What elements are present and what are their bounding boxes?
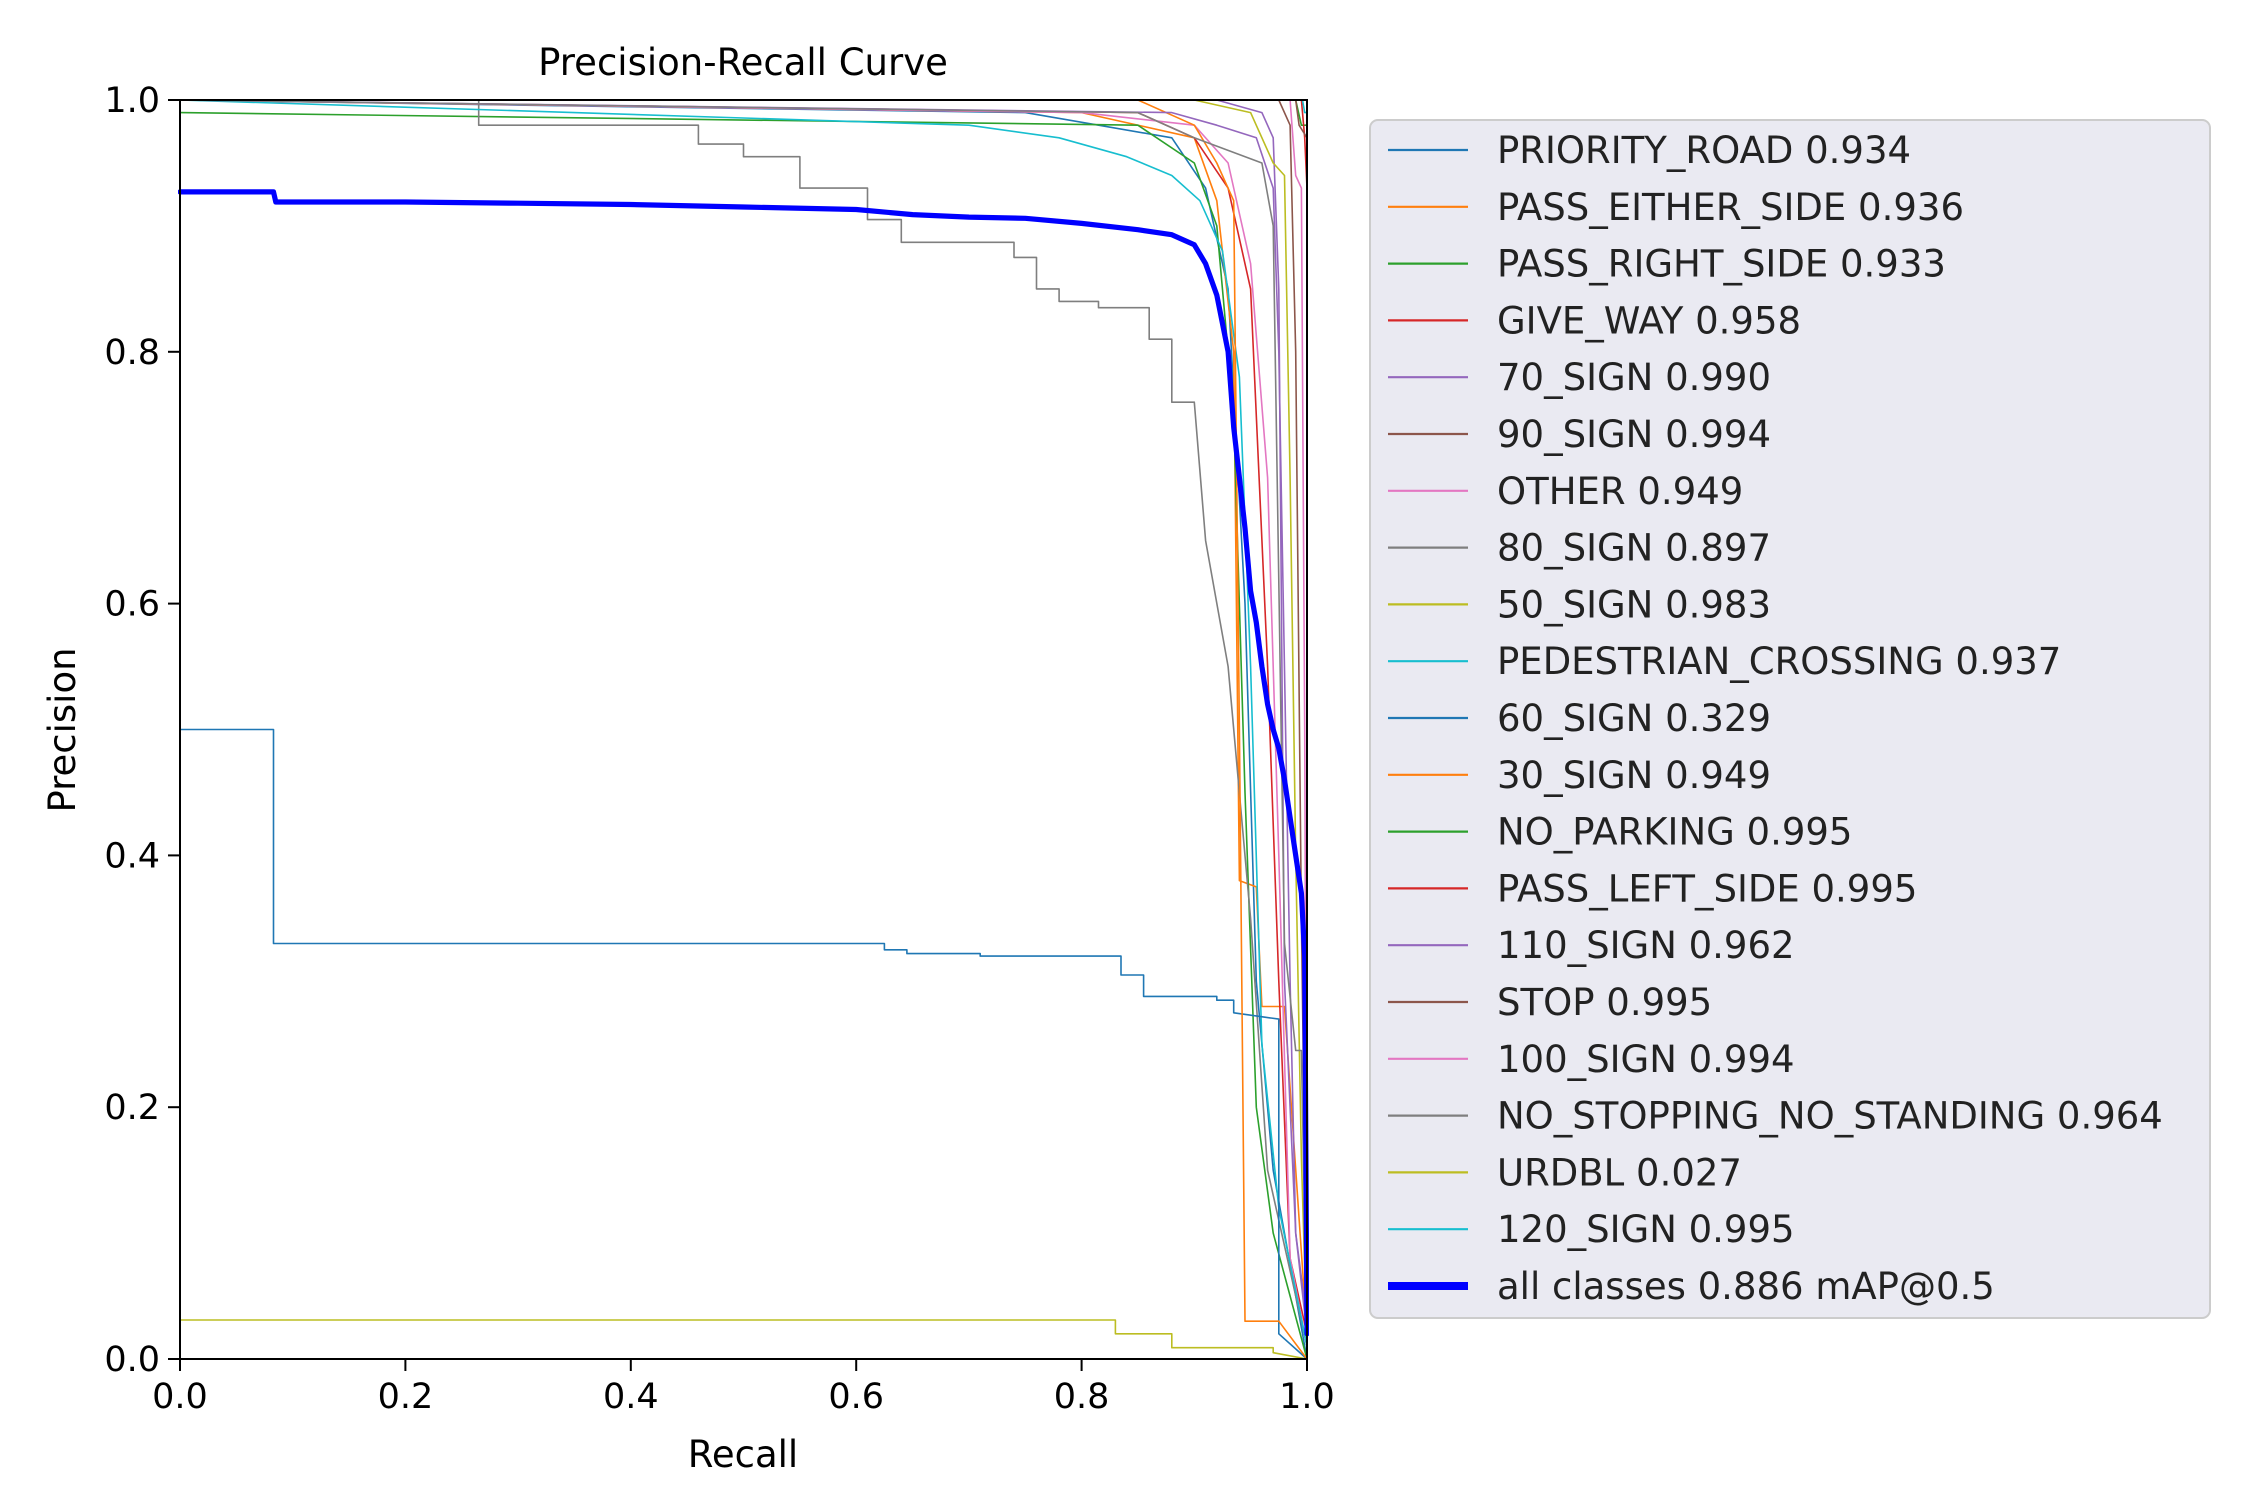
series-line-13 [179, 99, 1308, 1348]
y-tick-label: 0.2 [104, 1088, 160, 1128]
series-line-11 [179, 99, 1308, 1360]
series-layer [178, 99, 1309, 1360]
plot-frame [179, 99, 1308, 1360]
series-line-15 [179, 99, 1308, 1348]
legend-label: NO_STOPPING_NO_STANDING 0.964 [1497, 1095, 2163, 1138]
legend-label: URDBL 0.027 [1497, 1151, 1742, 1194]
legend-label: 110_SIGN 0.962 [1497, 924, 1795, 967]
legend-label: 90_SIGN 0.994 [1497, 413, 1771, 456]
x-tick-label: 0.2 [378, 1377, 434, 1417]
series-line-7 [477, 99, 1308, 1348]
series-line-5 [179, 99, 1308, 1335]
series-line-14 [179, 99, 1308, 1335]
x-axis-label: Recall [688, 1433, 798, 1476]
x-tick-label: 1.0 [1279, 1377, 1335, 1417]
series-line-6 [179, 99, 1308, 1348]
series-line-8 [179, 99, 1308, 1348]
legend: PRIORITY_ROAD 0.934 PASS_EITHER_SIDE 0.93… [1369, 119, 2211, 1319]
legend-label: 30_SIGN 0.949 [1497, 754, 1771, 797]
y-tick-label: 0.6 [104, 585, 160, 625]
legend-label: all classes 0.886 mAP@0.5 [1497, 1265, 1995, 1308]
legend-label: PASS_RIGHT_SIDE 0.933 [1497, 243, 1946, 286]
x-axis-ticks: 0.0 0.2 0.4 0.6 0.8 1.0 [152, 1359, 1335, 1417]
legend-label: GIVE_WAY 0.958 [1497, 299, 1801, 342]
legend-label: NO_PARKING 0.995 [1497, 811, 1852, 854]
series-line-2 [179, 111, 1308, 1360]
series-line-16 [179, 99, 1308, 1335]
legend-box [1369, 119, 2211, 1319]
series-line-10 [179, 728, 1308, 1360]
series-line-19 [179, 99, 1308, 1348]
y-tick-label: 0.4 [104, 836, 160, 876]
legend-label: 70_SIGN 0.990 [1497, 356, 1771, 399]
y-tick-label: 0.8 [104, 333, 160, 373]
x-tick-label: 0.6 [828, 1377, 884, 1417]
series-line-18 [179, 1319, 1308, 1360]
y-tick-label: 0.0 [104, 1340, 160, 1380]
x-tick-label: 0.8 [1054, 1377, 1110, 1417]
y-tick-label: 1.0 [104, 81, 160, 121]
series-line-17 [179, 99, 1308, 1348]
legend-label: PEDESTRIAN_CROSSING 0.937 [1497, 640, 2061, 683]
series-line-20 [178, 189, 1309, 1337]
legend-label: PRIORITY_ROAD 0.934 [1497, 129, 1911, 172]
legend-label: 100_SIGN 0.994 [1497, 1038, 1795, 1081]
x-tick-label: 0.4 [603, 1377, 659, 1417]
legend-label: 80_SIGN 0.897 [1497, 527, 1771, 570]
series-line-4 [179, 99, 1308, 1322]
y-axis-ticks: 0.0 0.2 0.4 0.6 0.8 1.0 [104, 81, 180, 1380]
legend-label: 60_SIGN 0.329 [1497, 697, 1771, 740]
series-line-3 [179, 99, 1308, 1335]
legend-label: OTHER 0.949 [1497, 470, 1743, 513]
legend-label: 50_SIGN 0.983 [1497, 583, 1771, 626]
legend-label: 120_SIGN 0.995 [1497, 1208, 1795, 1251]
series-line-12 [179, 99, 1308, 1335]
legend-label: STOP 0.995 [1497, 981, 1712, 1024]
x-tick-label: 0.0 [152, 1377, 208, 1417]
chart-title: Precision-Recall Curve [538, 41, 948, 84]
legend-label: PASS_EITHER_SIDE 0.936 [1497, 186, 1964, 229]
series-line-1 [179, 99, 1308, 1335]
series-line-0 [179, 99, 1308, 1360]
series-line-9 [179, 99, 1308, 1348]
y-axis-label: Precision [41, 647, 84, 812]
legend-label: PASS_LEFT_SIDE 0.995 [1497, 867, 1917, 910]
